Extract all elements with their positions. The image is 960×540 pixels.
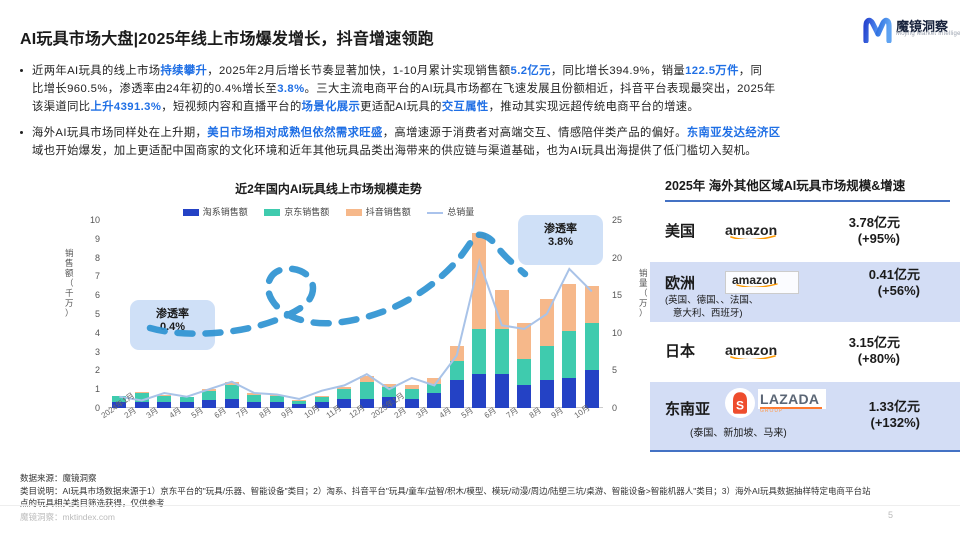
svg-text:amazon: amazon — [725, 223, 777, 238]
svg-text:S: S — [736, 399, 744, 413]
svg-text:amazon: amazon — [725, 343, 777, 358]
